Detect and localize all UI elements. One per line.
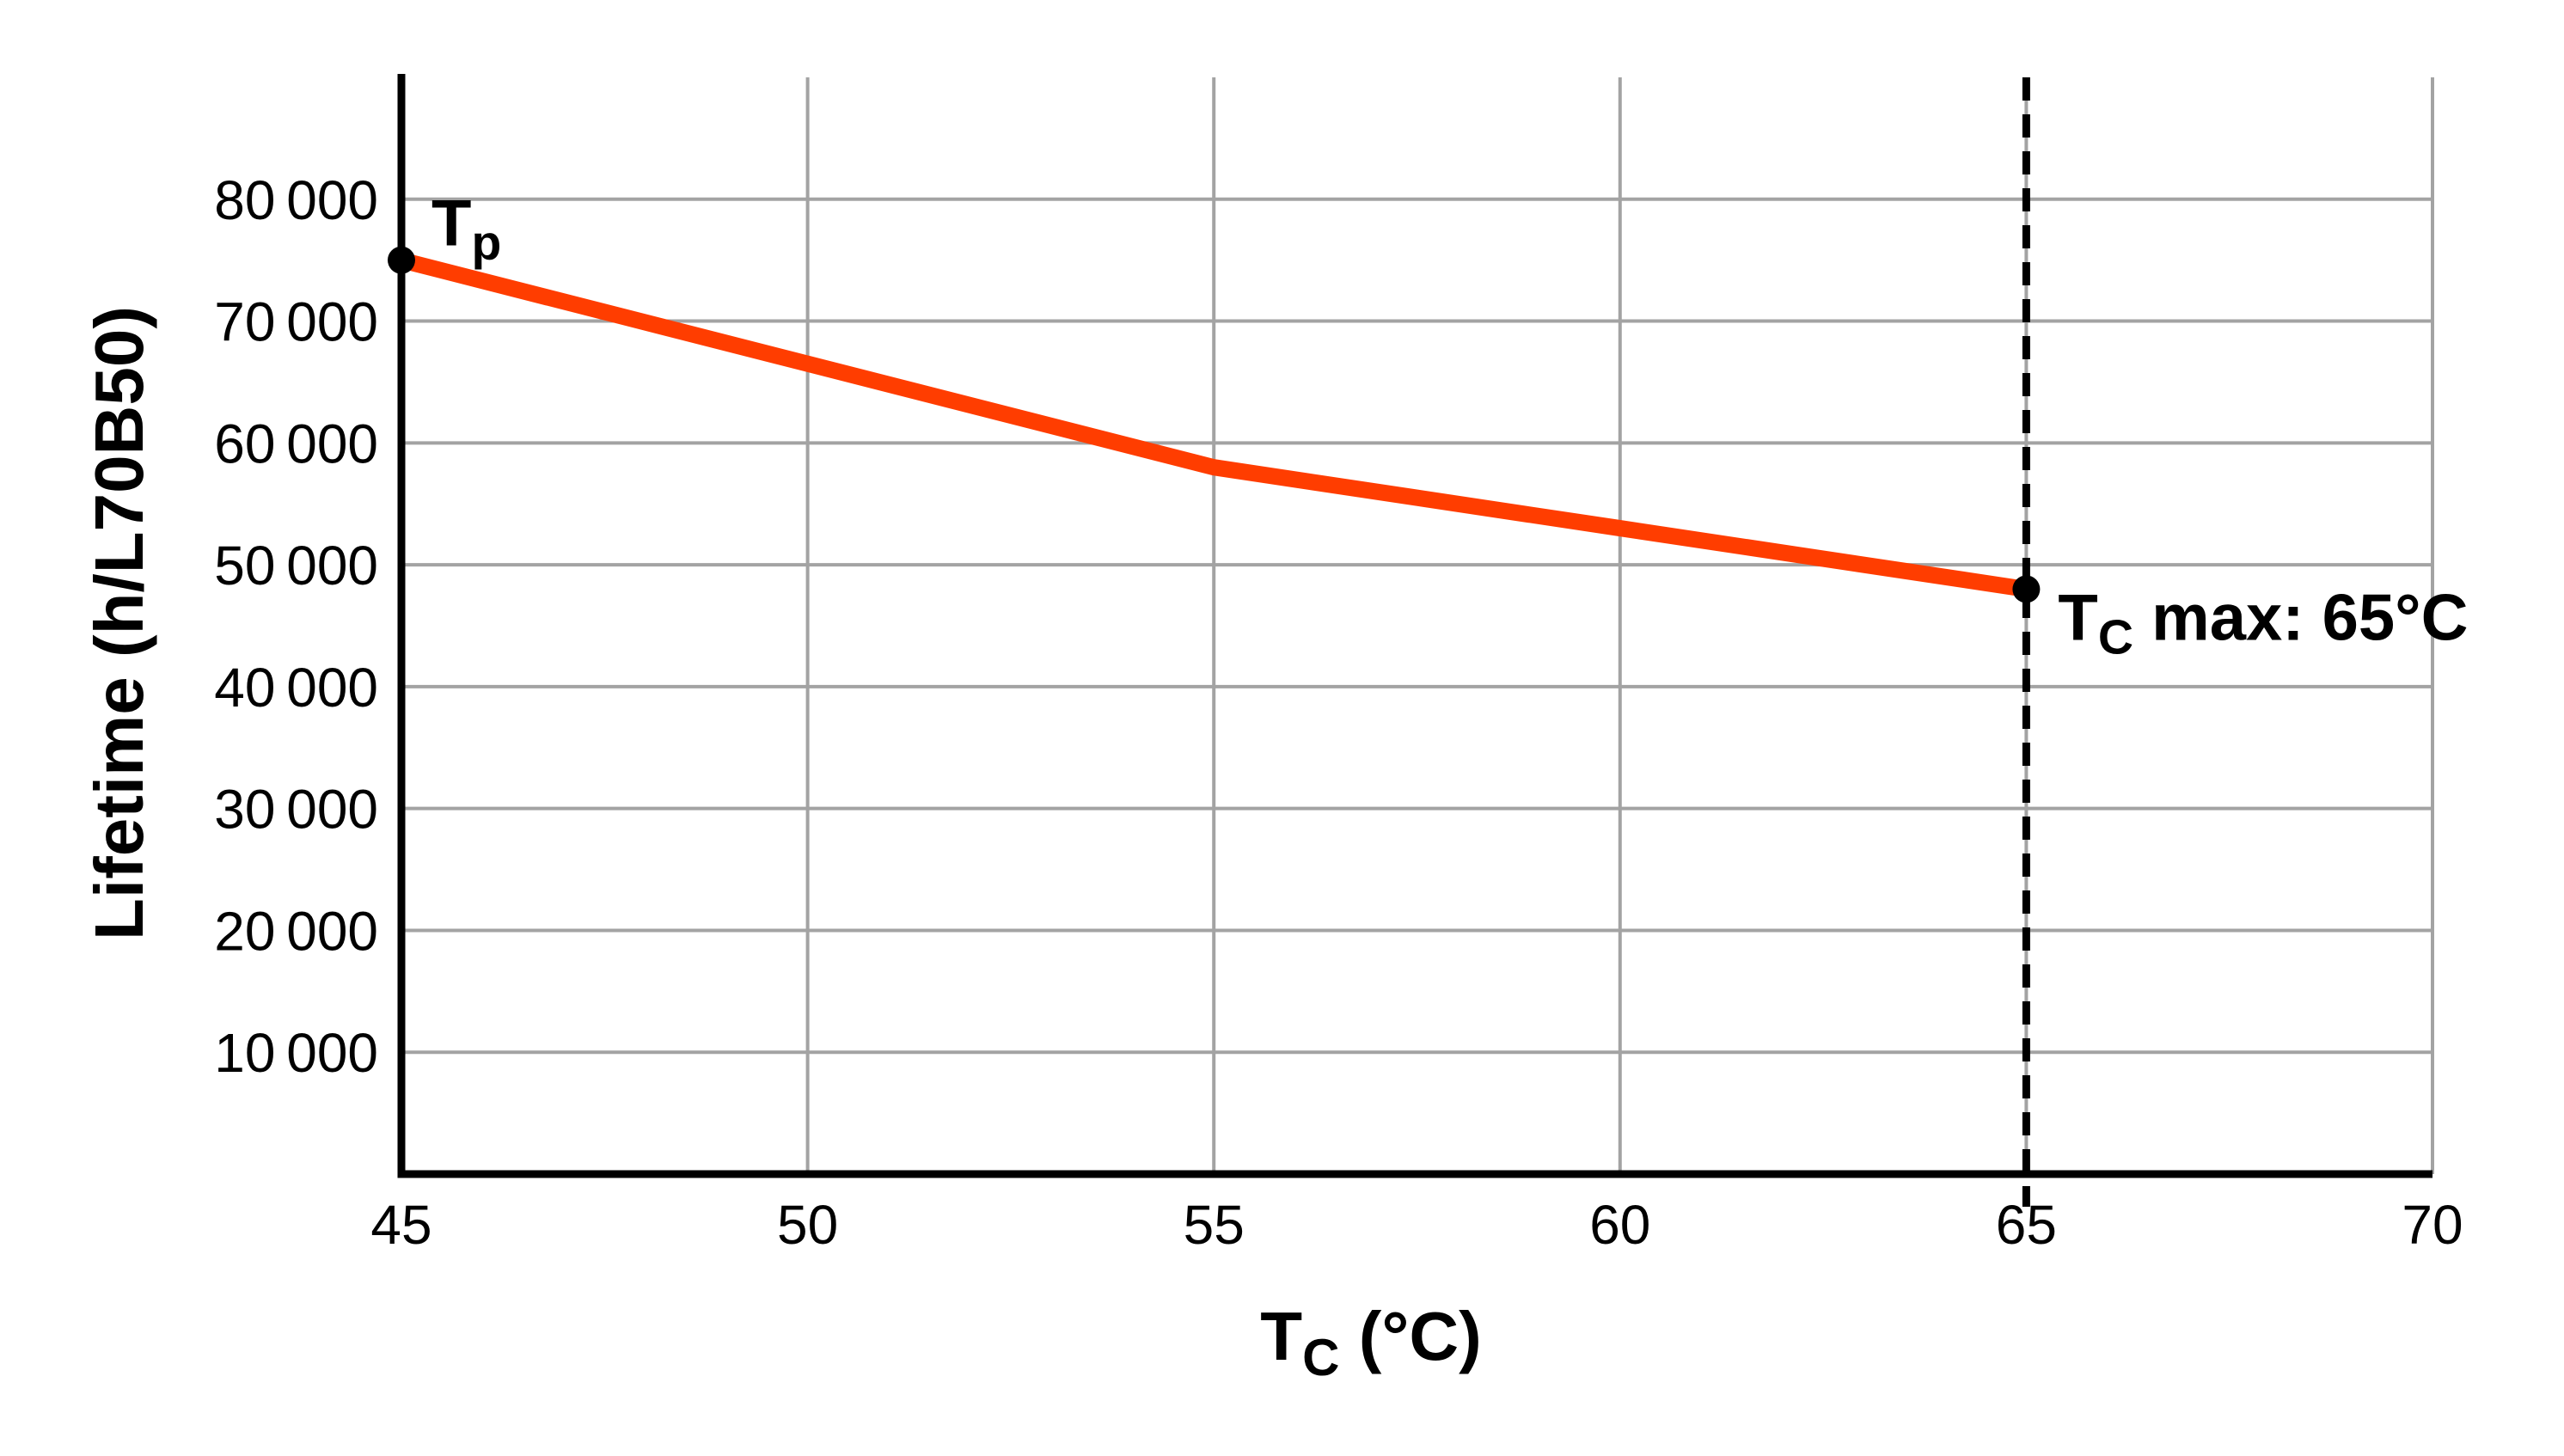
x-axis-title: TC (°C)	[1260, 1298, 1482, 1386]
endpoint-dots	[388, 246, 2041, 603]
y-tick-label: 30 000	[214, 779, 378, 841]
x-axis-tick-labels: 45 50 55 60 65 70	[370, 1194, 2463, 1256]
x-tick-label: 65	[1996, 1194, 2057, 1256]
annotation-end: TC max: 65°C	[2058, 581, 2468, 664]
y-tick-label: 40 000	[214, 657, 378, 719]
lifetime-curve	[399, 252, 2028, 597]
y-tick-label: 20 000	[214, 900, 378, 962]
y-axis-tick-labels: 10 000 20 000 30 000 40 000 50 000 60 000 70 0…	[214, 169, 378, 1084]
dot-start	[388, 246, 415, 274]
y-tick-label: 60 000	[214, 413, 378, 474]
y-tick-label: 10 000	[214, 1022, 378, 1084]
x-tick-label: 50	[777, 1194, 838, 1256]
x-tick-label: 55	[1184, 1194, 1245, 1256]
y-axis-title: Lifetime (h/L70B50)	[81, 306, 157, 940]
series-lifetime	[399, 252, 2028, 597]
x-tick-label: 70	[2402, 1194, 2463, 1256]
y-tick-label: 50 000	[214, 535, 378, 596]
x-tick-label: 60	[1589, 1194, 1650, 1256]
x-tick-label: 45	[370, 1194, 431, 1256]
gridlines	[401, 77, 2434, 1174]
dot-end	[2012, 575, 2041, 603]
point-annotations: Tp TC max: 65°C	[431, 187, 2468, 665]
y-tick-label: 70 000	[214, 291, 378, 353]
annotation-start: Tp	[431, 187, 501, 271]
y-tick-label: 80 000	[214, 169, 378, 231]
